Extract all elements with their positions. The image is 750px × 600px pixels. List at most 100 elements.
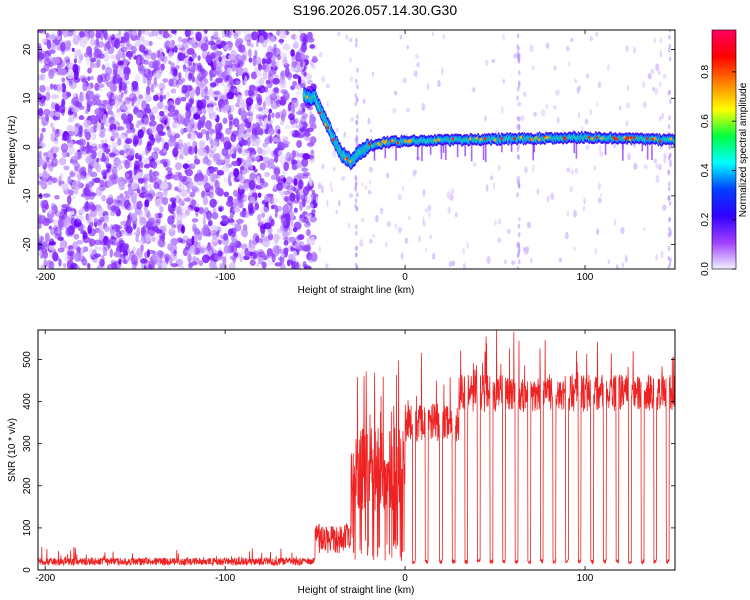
noise-dot	[155, 30, 159, 33]
noise-dot	[421, 103, 426, 111]
noise-dot	[53, 152, 57, 159]
noise-dot	[69, 171, 76, 178]
noise-dot	[54, 111, 61, 117]
noise-dot	[359, 239, 364, 247]
noise-dot	[578, 85, 581, 90]
noise-dot	[176, 79, 184, 86]
noise-dot	[241, 133, 248, 139]
noise-dot	[59, 68, 68, 76]
noise-dot	[658, 81, 662, 88]
noise-dot	[204, 120, 212, 130]
noise-dot	[177, 36, 183, 43]
noise-dot	[62, 263, 67, 268]
noise-dot	[293, 207, 298, 213]
noise-dot	[66, 134, 72, 144]
noise-dot	[248, 48, 252, 58]
noise-dot	[335, 209, 338, 215]
noise-dot	[125, 173, 130, 178]
noise-dot	[218, 240, 223, 246]
noise-dot	[80, 193, 86, 198]
streak-dot	[354, 174, 357, 180]
streak-dot	[356, 67, 359, 73]
noise-dot	[555, 89, 560, 96]
noise-dot	[66, 194, 72, 205]
ridge-tail	[444, 142, 447, 160]
noise-dot	[309, 215, 317, 223]
noise-dot	[186, 141, 191, 150]
noise-dot	[42, 250, 49, 259]
noise-dot	[193, 113, 201, 120]
noise-dot	[89, 60, 95, 69]
noise-dot	[128, 52, 132, 60]
noise-dot	[201, 247, 205, 254]
noise-dot	[73, 187, 79, 195]
noise-dot	[186, 48, 195, 55]
noise-dot	[152, 220, 161, 227]
colorbar-tick-label: 0.4	[700, 163, 711, 177]
noise-dot	[184, 30, 191, 38]
noise-dot	[190, 105, 198, 114]
noise-dot	[172, 68, 178, 77]
noise-dot	[98, 131, 106, 138]
noise-dot	[198, 140, 206, 149]
noise-dot	[152, 106, 157, 116]
noise-dot	[109, 248, 113, 258]
noise-dot	[192, 255, 197, 263]
noise-dot	[246, 111, 253, 117]
noise-dot	[40, 67, 47, 74]
noise-dot	[406, 44, 409, 50]
noise-dot	[143, 157, 149, 166]
noise-dot	[217, 93, 226, 101]
streak-dot	[356, 127, 359, 133]
noise-dot	[147, 209, 151, 220]
noise-dot	[594, 247, 597, 256]
noise-dot	[595, 31, 598, 37]
noise-dot	[205, 99, 214, 105]
noise-dot	[258, 77, 265, 87]
noise-dot	[249, 202, 254, 207]
noise-dot	[85, 183, 90, 193]
noise-dot	[256, 175, 261, 184]
noise-dot	[262, 101, 266, 110]
noise-dot	[125, 225, 133, 234]
noise-dot	[653, 37, 656, 44]
noise-dot	[291, 99, 299, 108]
noise-dot	[77, 59, 82, 65]
noise-dot	[137, 30, 142, 37]
noise-dot	[269, 196, 274, 205]
noise-dot	[155, 233, 160, 241]
noise-dot	[97, 53, 105, 59]
noise-dot	[99, 179, 105, 188]
noise-dot	[68, 189, 74, 196]
noise-dot	[450, 188, 455, 195]
noise-dot	[188, 98, 193, 107]
noise-dot	[66, 124, 74, 133]
noise-dot	[235, 53, 242, 61]
noise-dot	[252, 56, 257, 67]
noise-dot	[46, 39, 52, 50]
noise-dot	[301, 167, 309, 172]
noise-dot	[194, 245, 203, 255]
noise-dot	[107, 166, 112, 173]
noise-dot	[281, 59, 289, 66]
noise-dot	[177, 184, 185, 192]
noise-dot	[198, 260, 204, 267]
noise-dot	[91, 132, 97, 141]
noise-dot	[583, 197, 586, 205]
noise-dot	[225, 200, 234, 207]
noise-dot	[267, 233, 274, 241]
noise-dot	[274, 212, 278, 218]
noise-dot	[255, 78, 263, 88]
noise-dot	[254, 121, 260, 131]
noise-dot	[163, 119, 168, 125]
noise-dot	[472, 87, 476, 93]
noise-dot	[260, 183, 265, 190]
noise-dot	[330, 187, 334, 192]
noise-dot	[241, 30, 250, 35]
noise-dot	[225, 60, 230, 66]
noise-dot	[89, 191, 95, 201]
noise-dot	[297, 185, 302, 191]
colorbar-tick-label: 0.2	[700, 212, 711, 226]
noise-dot	[78, 125, 83, 135]
streak-dot	[517, 82, 521, 88]
